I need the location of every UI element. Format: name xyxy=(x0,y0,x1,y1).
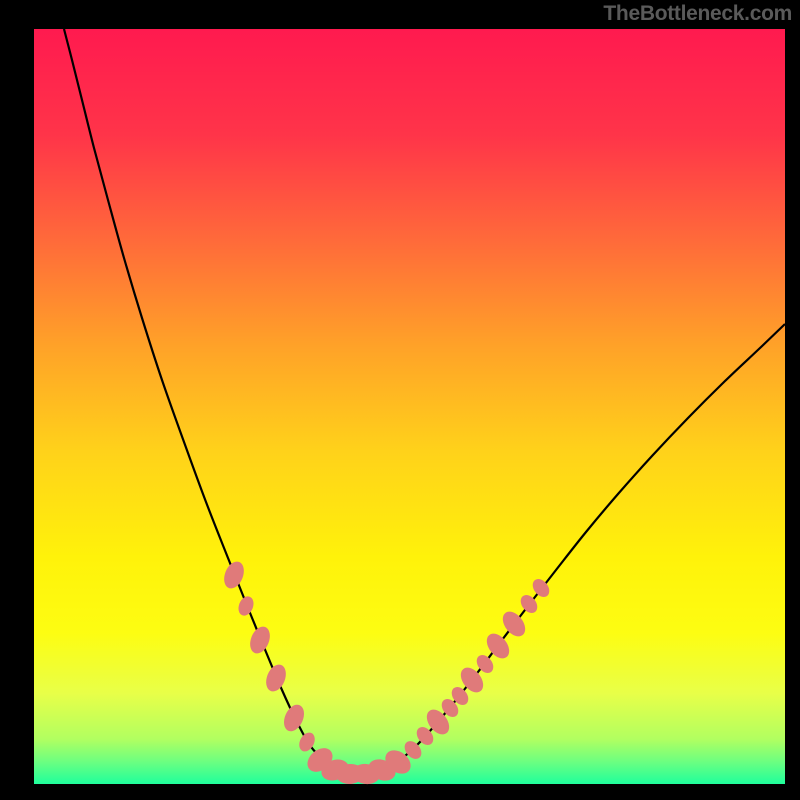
curve-marker xyxy=(280,702,308,735)
curve-marker xyxy=(262,662,289,695)
curve-markers xyxy=(220,559,552,786)
curve-marker xyxy=(498,607,529,640)
curve-marker xyxy=(220,559,247,592)
curve-marker xyxy=(246,624,273,657)
curve-marker xyxy=(236,594,256,618)
v-curve xyxy=(64,29,785,775)
chart-frame: TheBottleneck.com xyxy=(0,0,800,800)
curve-overlay xyxy=(0,0,800,800)
